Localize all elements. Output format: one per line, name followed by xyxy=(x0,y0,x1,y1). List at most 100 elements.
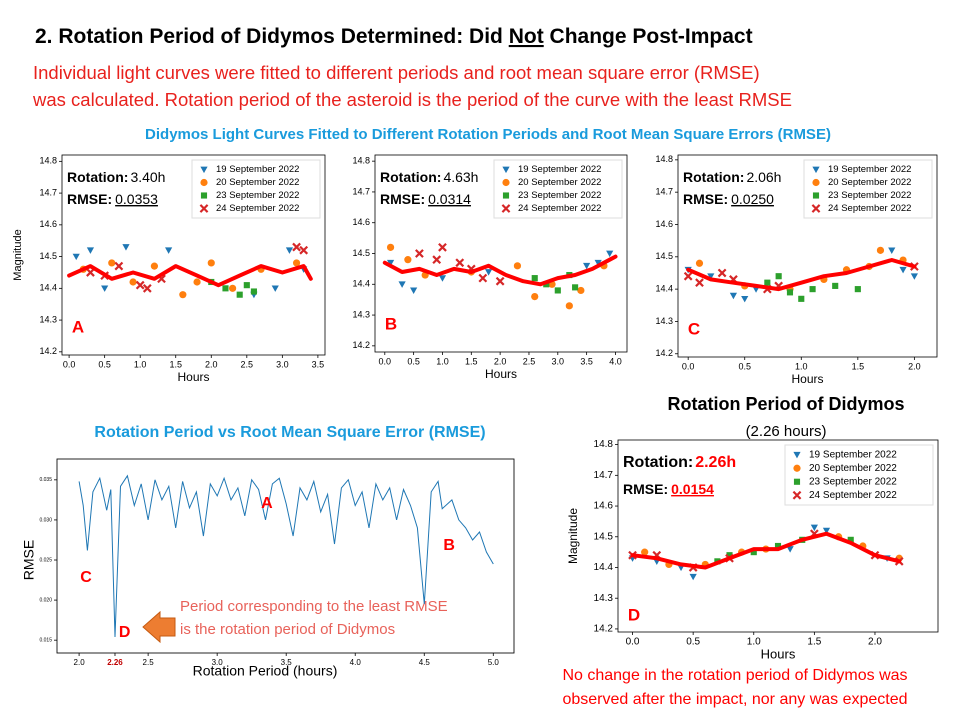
legend-marker xyxy=(200,166,208,174)
point xyxy=(531,292,539,301)
light-curve-chart: 14.2 14.3 14.4 14.5 14.6 14.7 14.8 0.0 0.5 1.0 1.5… xyxy=(655,154,938,386)
point xyxy=(741,295,749,303)
chart-subtitle: (2.26 hours) xyxy=(746,423,827,440)
legend-marker xyxy=(793,464,801,472)
x-tick-label: 3.5 xyxy=(312,359,325,369)
panel-label: D xyxy=(628,605,640,624)
point-label: D xyxy=(119,624,131,641)
legend-box xyxy=(784,444,934,506)
legend-label: 23 September 2022 xyxy=(216,190,299,201)
y-tick-label: 14.5 xyxy=(39,251,57,261)
point xyxy=(386,259,395,267)
rmse-label: RMSE: xyxy=(683,191,728,207)
rotation-value: 3.40h xyxy=(130,169,165,185)
legend-label: 20 September 2022 xyxy=(518,177,601,188)
legend-label: 19 September 2022 xyxy=(809,449,897,460)
x-tick-label: 2.0 xyxy=(205,359,218,369)
point xyxy=(438,242,447,252)
x-tick-label: 0.0 xyxy=(626,637,640,648)
rotation-value: 4.63h xyxy=(443,169,478,185)
legend-box xyxy=(191,159,321,219)
legend-marker xyxy=(502,166,510,174)
y-tick-label: 14.8 xyxy=(352,156,370,166)
x-tick-label: 1.0 xyxy=(795,361,808,371)
plot-frame xyxy=(56,458,515,654)
legend-label: 24 September 2022 xyxy=(216,203,299,214)
point xyxy=(764,279,771,286)
legend-marker xyxy=(812,192,820,199)
y-tick-label: 14.3 xyxy=(39,314,57,324)
x-tick-label: 3.0 xyxy=(212,658,224,667)
point xyxy=(786,546,794,553)
legend-label: 23 September 2022 xyxy=(828,190,911,201)
point xyxy=(606,250,614,258)
point xyxy=(810,524,818,532)
x-axis-label: Hours xyxy=(791,372,823,386)
legend-marker xyxy=(200,178,208,187)
y-tick-label: 14.5 xyxy=(594,531,614,542)
legend-label: 20 September 2022 xyxy=(828,177,911,188)
rmse-annotation: RMSE: 0.0250 xyxy=(683,191,774,207)
rmse-annotation: RMSE: 0.0314 xyxy=(380,191,471,207)
fit-line xyxy=(686,258,917,292)
point xyxy=(577,286,585,295)
rmse-label: RMSE: xyxy=(67,191,112,207)
point xyxy=(798,295,805,302)
point xyxy=(847,536,854,543)
title-part: Change Post-Impact xyxy=(544,25,753,48)
y-tick-label: 14.2 xyxy=(655,348,673,358)
x-tick-label: 2.5 xyxy=(523,356,536,366)
legend-marker xyxy=(811,204,821,213)
callout-arrow xyxy=(142,610,176,644)
point xyxy=(876,246,885,254)
plot-frame xyxy=(61,154,326,356)
y-tick-label: 14.3 xyxy=(352,309,370,319)
rotation-annotation: Rotation: 2.26h xyxy=(623,454,736,471)
x-tick-label: 2.5 xyxy=(143,658,155,667)
legend-label: 24 September 2022 xyxy=(518,203,601,214)
y-tick-label: 14.7 xyxy=(594,470,614,481)
point xyxy=(142,283,152,293)
point xyxy=(750,549,757,556)
point xyxy=(531,275,538,282)
point xyxy=(292,259,301,267)
x-tick-label: 0.5 xyxy=(407,356,420,366)
x-tick-label: 1.0 xyxy=(436,356,449,366)
point xyxy=(683,271,693,281)
rotation-value: 2.26h xyxy=(695,454,736,471)
point xyxy=(775,273,782,280)
x-tick-label: 2.5 xyxy=(241,359,254,369)
point xyxy=(485,269,493,276)
point-label: B xyxy=(443,537,455,554)
x-tick-label: 2.0 xyxy=(908,361,921,371)
point xyxy=(583,262,591,270)
rmse-value: 0.0353 xyxy=(115,191,158,207)
panel-label: A xyxy=(72,317,84,336)
chart-title: Rotation Period vs Root Mean Square Erro… xyxy=(94,424,485,441)
point xyxy=(899,266,907,274)
point xyxy=(299,245,309,255)
x-tick-label: 0.0 xyxy=(63,359,76,369)
y-tick-label: 14.6 xyxy=(655,219,673,229)
point xyxy=(455,258,465,268)
legend-label: 19 September 2022 xyxy=(518,164,601,175)
point xyxy=(386,243,395,251)
x-tick-label: 4.0 xyxy=(609,356,622,366)
point xyxy=(101,285,109,292)
x-axis-label: Hours xyxy=(761,646,796,661)
fit-line xyxy=(67,264,313,288)
legend-box xyxy=(493,159,623,219)
x-tick-label: 1.5 xyxy=(465,356,478,366)
legend-marker xyxy=(812,178,820,187)
x-tick-label: 1.0 xyxy=(134,359,147,369)
callout-line: Period corresponding to the least RMSE xyxy=(180,598,448,615)
y-tick-label: 14.2 xyxy=(39,346,57,356)
point xyxy=(689,573,697,581)
y-tick-label: 14.6 xyxy=(594,501,614,512)
legend-label: 20 September 2022 xyxy=(216,177,299,188)
x-tick-label: 1.5 xyxy=(169,359,182,369)
rotation-annotation: Rotation: 3.40h xyxy=(67,169,165,185)
x-tick-label: 3.0 xyxy=(276,359,289,369)
y-tick-label: 14.5 xyxy=(655,251,673,261)
light-curve-chart: 14.2 14.3 14.4 14.5 14.6 14.7 14.8 0.0 0.5 1.0 1.5… xyxy=(566,394,939,661)
